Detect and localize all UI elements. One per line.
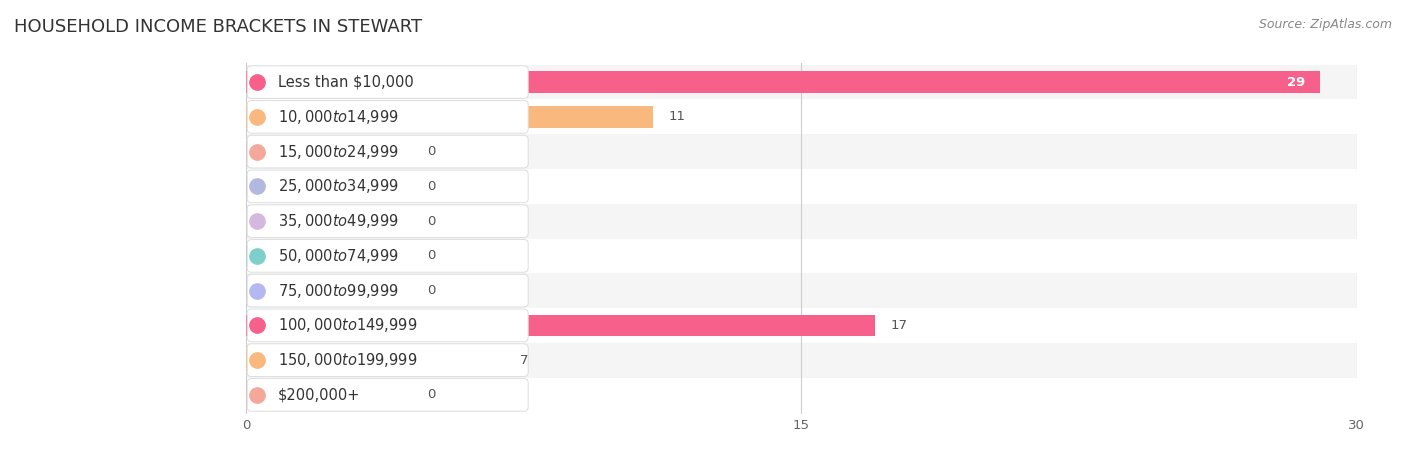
Bar bbox=[246, 141, 413, 162]
Text: $100,000 to $149,999: $100,000 to $149,999 bbox=[277, 316, 418, 334]
Text: HOUSEHOLD INCOME BRACKETS IN STEWART: HOUSEHOLD INCOME BRACKETS IN STEWART bbox=[14, 18, 422, 36]
Text: 11: 11 bbox=[668, 110, 685, 123]
Bar bbox=[246, 384, 413, 405]
FancyBboxPatch shape bbox=[247, 135, 529, 168]
Bar bbox=[246, 169, 1357, 204]
Text: 29: 29 bbox=[1286, 76, 1305, 89]
Bar bbox=[246, 176, 413, 197]
Bar bbox=[246, 238, 1357, 273]
Bar bbox=[246, 99, 1357, 134]
Bar bbox=[246, 343, 1357, 378]
Bar bbox=[246, 378, 1357, 412]
Bar bbox=[246, 308, 1357, 343]
FancyBboxPatch shape bbox=[247, 239, 529, 272]
Text: $150,000 to $199,999: $150,000 to $199,999 bbox=[277, 351, 418, 369]
Text: $35,000 to $49,999: $35,000 to $49,999 bbox=[277, 212, 398, 230]
Bar bbox=[246, 245, 413, 267]
Text: $50,000 to $74,999: $50,000 to $74,999 bbox=[277, 247, 398, 265]
Bar bbox=[246, 280, 413, 302]
Text: $75,000 to $99,999: $75,000 to $99,999 bbox=[277, 282, 398, 300]
Text: 7: 7 bbox=[520, 354, 529, 367]
Bar bbox=[246, 65, 1357, 99]
Text: Source: ZipAtlas.com: Source: ZipAtlas.com bbox=[1258, 18, 1392, 31]
FancyBboxPatch shape bbox=[247, 344, 529, 377]
Text: 0: 0 bbox=[427, 249, 436, 262]
FancyBboxPatch shape bbox=[247, 205, 529, 238]
Text: $25,000 to $34,999: $25,000 to $34,999 bbox=[277, 177, 398, 195]
FancyBboxPatch shape bbox=[247, 100, 529, 133]
Bar bbox=[246, 72, 1320, 93]
FancyBboxPatch shape bbox=[247, 66, 529, 99]
Bar bbox=[246, 315, 876, 336]
FancyBboxPatch shape bbox=[247, 170, 529, 202]
Text: $15,000 to $24,999: $15,000 to $24,999 bbox=[277, 143, 398, 161]
Text: 0: 0 bbox=[427, 215, 436, 228]
FancyBboxPatch shape bbox=[247, 378, 529, 411]
Text: Less than $10,000: Less than $10,000 bbox=[277, 75, 413, 90]
FancyBboxPatch shape bbox=[247, 274, 529, 307]
Bar bbox=[246, 349, 505, 371]
Text: 0: 0 bbox=[427, 145, 436, 158]
Text: 0: 0 bbox=[427, 284, 436, 297]
Bar bbox=[246, 106, 654, 128]
Text: $10,000 to $14,999: $10,000 to $14,999 bbox=[277, 108, 398, 126]
Text: 17: 17 bbox=[890, 319, 907, 332]
Bar bbox=[246, 273, 1357, 308]
Text: 0: 0 bbox=[427, 180, 436, 193]
Bar bbox=[246, 204, 1357, 238]
Bar bbox=[246, 210, 413, 232]
FancyBboxPatch shape bbox=[247, 309, 529, 342]
Bar bbox=[246, 134, 1357, 169]
Text: 0: 0 bbox=[427, 388, 436, 401]
Text: $200,000+: $200,000+ bbox=[277, 387, 360, 402]
